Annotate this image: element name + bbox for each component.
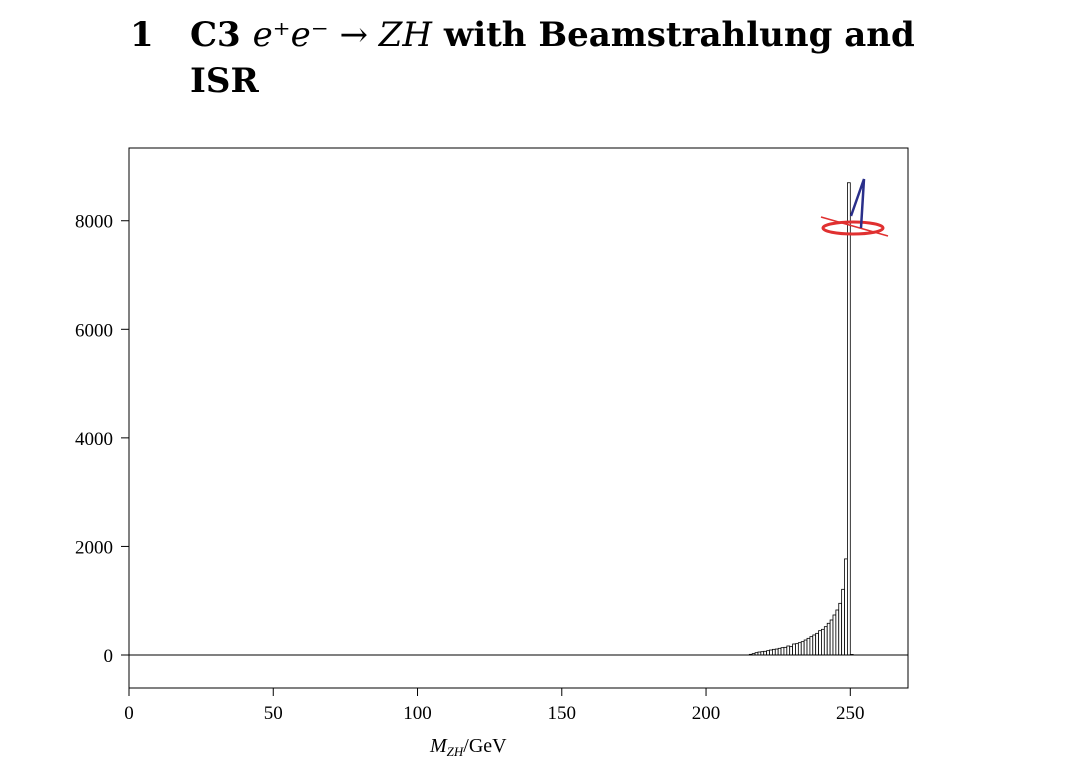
histogram-bar — [789, 646, 793, 656]
x-tick-label: 0 — [124, 703, 134, 724]
histogram-bar — [815, 632, 819, 656]
histogram-bar — [797, 642, 802, 656]
histogram-bar — [835, 609, 840, 656]
x-tick-label: 100 — [403, 703, 432, 724]
x-tick-label: 250 — [836, 703, 865, 724]
histogram-bar — [800, 641, 805, 656]
x-axis-label: MZH/GeV — [429, 735, 507, 759]
histogram-bar — [766, 650, 770, 656]
x-tick-label: 200 — [692, 703, 721, 724]
histogram-bar — [823, 626, 828, 656]
histogram-bar — [780, 647, 785, 656]
histogram-bar — [792, 643, 796, 656]
histogram-bar — [786, 645, 791, 656]
y-tick-label: 8000 — [75, 212, 113, 233]
histogram-bar — [838, 602, 843, 656]
histogram-bar — [812, 634, 817, 656]
histogram-bar — [832, 614, 837, 656]
histogram-bar — [763, 650, 768, 656]
y-tick-label: 6000 — [75, 320, 113, 341]
histogram-bar — [771, 648, 776, 656]
title-suffix: with Beamstrahlung and ISR — [190, 15, 915, 101]
y-tick-label: 2000 — [75, 537, 113, 558]
histogram-bar — [783, 646, 788, 656]
section-title: C3 e⁺e⁻ → ZH with Beamstrahlung and ISR — [190, 12, 970, 104]
histogram-bar — [795, 643, 799, 656]
histogram-bar — [769, 649, 773, 656]
histogram-bar — [841, 588, 845, 656]
plot-frame — [128, 147, 909, 689]
process-label: e⁺e⁻ → ZH — [252, 15, 433, 55]
histogram-bar — [774, 648, 779, 656]
y-tick-label: 4000 — [75, 429, 113, 450]
title-prefix: C3 — [190, 15, 241, 55]
histogram-bar — [818, 630, 822, 656]
section-number: 1 — [130, 15, 154, 55]
x-tick-label: 150 — [548, 703, 577, 724]
histogram-bar — [826, 622, 831, 656]
y-tick-label: 0 — [104, 646, 114, 667]
histogram-bar — [809, 636, 814, 656]
logo-icon — [820, 178, 889, 237]
histogram-bar — [803, 639, 808, 656]
histogram-bar — [777, 647, 782, 656]
histogram-bar — [806, 637, 811, 656]
histogram-bar — [844, 558, 848, 656]
histogram-bar — [847, 182, 851, 656]
histogram-bar — [821, 628, 825, 656]
x-tick-label: 50 — [264, 703, 283, 724]
histogram-bar — [829, 619, 834, 656]
